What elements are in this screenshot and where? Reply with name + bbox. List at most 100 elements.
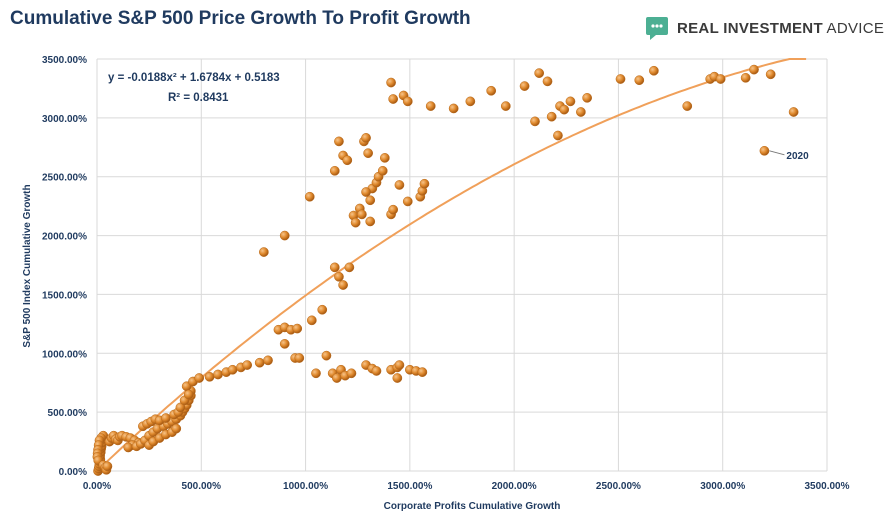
data-point bbox=[254, 357, 265, 368]
data-point bbox=[530, 116, 540, 127]
data-point bbox=[553, 130, 563, 141]
data-point bbox=[749, 64, 759, 75]
annotation-leader bbox=[769, 150, 785, 156]
data-point bbox=[394, 180, 405, 190]
data-point bbox=[388, 94, 399, 104]
y-tick-label: 2000.00% bbox=[42, 232, 87, 243]
data-point bbox=[344, 262, 355, 273]
data-point bbox=[788, 107, 799, 117]
data-point bbox=[342, 155, 353, 166]
r-squared: R² = 0.8431 bbox=[168, 92, 229, 104]
y-axis-ticks: 0.00% 500.00% 1000.00% 1500.00% 2000.00% 2500… bbox=[42, 55, 87, 478]
data-point bbox=[448, 103, 459, 114]
x-tick-label: 3000.00% bbox=[700, 481, 745, 492]
data-point bbox=[649, 65, 659, 76]
data-point bbox=[363, 148, 373, 159]
x-tick-label: 500.00% bbox=[182, 481, 222, 492]
trendline bbox=[96, 58, 807, 472]
data-point bbox=[346, 368, 357, 379]
brand-name-rest: ADVICE bbox=[822, 19, 885, 37]
data-point bbox=[102, 461, 113, 472]
y-tick-label: 2500.00% bbox=[42, 173, 87, 184]
data-point bbox=[306, 315, 317, 326]
data-point bbox=[294, 353, 305, 363]
y-tick-label: 3000.00% bbox=[42, 114, 87, 125]
data-point bbox=[242, 360, 253, 370]
data-point bbox=[388, 204, 399, 215]
data-point bbox=[371, 366, 382, 376]
data-point bbox=[379, 153, 390, 163]
y-tick-label: 3500.00% bbox=[42, 55, 87, 66]
x-tick-label: 2000.00% bbox=[492, 481, 537, 492]
data-point bbox=[350, 217, 361, 228]
x-tick-label: 2500.00% bbox=[596, 481, 641, 492]
data-point bbox=[534, 68, 545, 78]
speech-bubble-icon bbox=[646, 17, 668, 40]
data-point bbox=[171, 423, 182, 434]
data-point bbox=[615, 74, 626, 84]
data-point bbox=[311, 368, 321, 379]
data-point bbox=[565, 96, 576, 107]
data-point bbox=[279, 339, 290, 349]
data-point bbox=[546, 111, 557, 122]
data-point bbox=[357, 209, 367, 220]
data-point bbox=[365, 195, 376, 206]
data-point bbox=[361, 187, 371, 197]
data-point bbox=[582, 92, 592, 103]
data-point bbox=[213, 369, 223, 380]
brand-logo: REAL INVESTMENT ADVICE bbox=[645, 14, 884, 42]
y-tick-label: 500.00% bbox=[48, 408, 88, 419]
data-point bbox=[486, 85, 497, 96]
data-point bbox=[160, 413, 171, 423]
data-point bbox=[682, 101, 693, 111]
x-axis-ticks: 0.00% 500.00% 1000.00% 1500.00% 2000.00% 2500… bbox=[83, 481, 850, 492]
data-point bbox=[500, 101, 511, 111]
data-point bbox=[417, 367, 428, 377]
data-point bbox=[465, 96, 476, 107]
data-point bbox=[263, 355, 273, 366]
data-point bbox=[634, 75, 645, 86]
data-point bbox=[386, 77, 396, 88]
data-point bbox=[715, 74, 726, 84]
data-point bbox=[559, 104, 570, 115]
x-tick-label: 1500.00% bbox=[387, 481, 432, 492]
data-point bbox=[304, 191, 315, 202]
annotation-2020: 2020 bbox=[786, 151, 809, 162]
data-point bbox=[329, 165, 340, 176]
data-point bbox=[419, 178, 430, 189]
data-points bbox=[92, 64, 799, 476]
y-tick-label: 1000.00% bbox=[42, 349, 87, 360]
data-point bbox=[332, 373, 342, 383]
data-point bbox=[402, 96, 413, 107]
trendline-equation: y = -0.0188x² + 1.6784x + 0.5183 bbox=[108, 72, 280, 84]
y-tick-label: 0.00% bbox=[59, 467, 87, 478]
data-point bbox=[394, 360, 405, 370]
data-point bbox=[402, 196, 413, 207]
data-point bbox=[377, 165, 388, 176]
grid-lines bbox=[96, 58, 828, 472]
data-point bbox=[576, 107, 586, 117]
data-point bbox=[425, 101, 436, 111]
brand-name: REAL INVESTMENT ADVICE bbox=[677, 20, 884, 37]
data-point bbox=[204, 371, 215, 382]
data-point bbox=[292, 323, 303, 334]
data-point bbox=[338, 280, 348, 290]
data-point bbox=[361, 133, 371, 143]
data-point bbox=[740, 72, 751, 83]
data-point bbox=[194, 373, 205, 383]
data-point bbox=[542, 76, 553, 87]
data-point bbox=[279, 230, 290, 241]
data-point bbox=[259, 247, 269, 257]
data-point bbox=[334, 271, 344, 282]
y-tick-label: 1500.00% bbox=[42, 290, 87, 301]
x-axis-label: Corporate Profits Cumulative Growth bbox=[384, 501, 561, 512]
data-point bbox=[392, 373, 403, 383]
x-tick-label: 3500.00% bbox=[804, 481, 849, 492]
x-tick-label: 1000.00% bbox=[283, 481, 328, 492]
data-point bbox=[329, 262, 340, 273]
data-point bbox=[365, 216, 376, 227]
x-tick-label: 0.00% bbox=[83, 481, 111, 492]
y-axis-label: S&P 500 Index Cumulative Growth bbox=[22, 184, 33, 347]
data-point bbox=[759, 145, 770, 156]
